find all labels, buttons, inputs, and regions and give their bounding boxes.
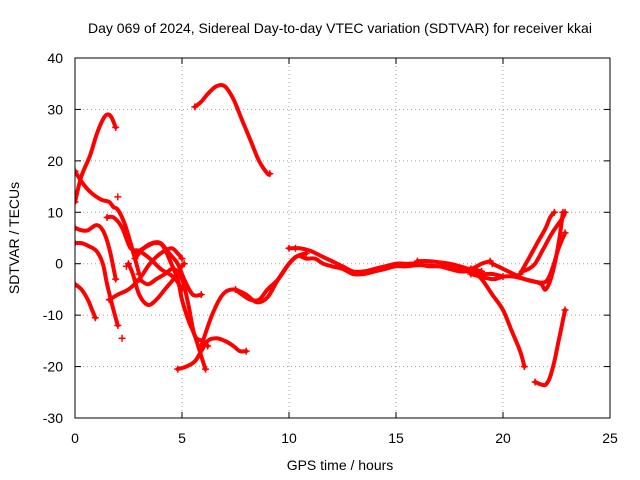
data-point bbox=[75, 198, 79, 206]
y-tick-label: 20 bbox=[47, 153, 63, 169]
data-point bbox=[550, 208, 558, 216]
series-arc13 bbox=[191, 82, 274, 178]
data-point bbox=[122, 262, 130, 270]
data-point bbox=[135, 275, 143, 283]
data-point bbox=[197, 291, 205, 299]
series-line bbox=[132, 240, 208, 372]
series-arc5 bbox=[75, 280, 99, 322]
isolated-points bbox=[114, 193, 299, 342]
data-point bbox=[114, 321, 122, 329]
data-point bbox=[518, 267, 526, 275]
series-line bbox=[520, 210, 568, 274]
grid-lines bbox=[75, 58, 610, 418]
data-point bbox=[191, 103, 199, 111]
chart-title: Day 069 of 2024, Sidereal Day-to-day VTE… bbox=[88, 20, 592, 36]
series-line bbox=[105, 214, 184, 292]
y-tick-label: 30 bbox=[47, 101, 63, 117]
data-point bbox=[413, 257, 421, 265]
y-tick-label: -10 bbox=[43, 307, 63, 323]
data-point bbox=[531, 378, 539, 386]
x-axis-label: GPS time / hours bbox=[287, 457, 394, 473]
series-line bbox=[287, 246, 505, 279]
series-arc1 bbox=[75, 112, 120, 206]
data-point bbox=[131, 249, 139, 257]
series-line bbox=[107, 246, 184, 302]
data-point bbox=[75, 280, 79, 288]
series-arc2 bbox=[75, 167, 143, 278]
data-point bbox=[174, 365, 182, 373]
data-point bbox=[112, 123, 120, 131]
data-point bbox=[91, 314, 99, 322]
data-point bbox=[75, 224, 79, 232]
series-arc22 bbox=[518, 208, 569, 275]
data-point bbox=[118, 334, 126, 342]
data-point bbox=[561, 306, 569, 314]
series-line bbox=[192, 82, 272, 177]
series-arc8 bbox=[105, 246, 186, 304]
series-line bbox=[75, 282, 98, 320]
series-line bbox=[415, 259, 493, 271]
y-tick-labels: -30 -20 -10 0 10 20 30 40 bbox=[43, 50, 63, 426]
data-point bbox=[561, 229, 569, 237]
series-line bbox=[75, 169, 142, 276]
series-arc20 bbox=[488, 229, 569, 285]
data-point bbox=[197, 342, 205, 350]
x-tick-label: 0 bbox=[71, 430, 79, 446]
series-arc12 bbox=[174, 336, 250, 373]
data-point bbox=[291, 244, 299, 252]
series-line bbox=[75, 240, 120, 328]
y-axis-label: SDTVAR / TECUs bbox=[6, 182, 22, 294]
data-point bbox=[520, 363, 528, 371]
series-arc21 bbox=[516, 208, 558, 278]
y-tick-label: -30 bbox=[43, 410, 63, 426]
data-series bbox=[75, 82, 569, 388]
y-tick-label: -20 bbox=[43, 359, 63, 375]
data-point bbox=[232, 285, 239, 293]
series-line bbox=[518, 210, 557, 276]
series-line bbox=[137, 266, 210, 348]
series-arc3 bbox=[75, 223, 120, 283]
data-point bbox=[488, 260, 496, 268]
x-tick-labels: 0 5 10 15 20 25 bbox=[71, 430, 618, 446]
data-point bbox=[75, 239, 79, 247]
data-point bbox=[103, 213, 111, 221]
x-tick-label: 20 bbox=[495, 430, 511, 446]
data-point bbox=[180, 260, 188, 268]
data-point bbox=[114, 193, 122, 201]
data-point bbox=[285, 244, 293, 252]
series-arc4 bbox=[75, 239, 122, 329]
x-tick-label: 5 bbox=[178, 430, 186, 446]
plot-frame bbox=[74, 57, 611, 419]
y-tick-label: 0 bbox=[55, 256, 63, 272]
x-tick-label: 10 bbox=[281, 430, 297, 446]
data-point bbox=[467, 270, 475, 278]
data-point bbox=[561, 208, 569, 216]
series-arc23 bbox=[531, 306, 569, 388]
x-tick-label: 25 bbox=[602, 430, 618, 446]
series-line bbox=[468, 266, 527, 369]
data-point bbox=[75, 167, 79, 175]
series-line bbox=[533, 308, 568, 388]
series-line bbox=[75, 112, 118, 204]
data-point bbox=[105, 296, 113, 304]
data-point bbox=[178, 255, 186, 263]
data-point bbox=[266, 170, 274, 178]
data-point bbox=[202, 365, 210, 373]
y-tick-label: 10 bbox=[47, 204, 63, 220]
series-arc18 bbox=[467, 265, 528, 371]
y-tick-label: 40 bbox=[47, 50, 63, 66]
x-tick-label: 15 bbox=[388, 430, 404, 446]
data-point bbox=[242, 347, 250, 355]
series-line bbox=[490, 230, 568, 285]
data-point bbox=[112, 275, 120, 283]
series-line bbox=[75, 223, 118, 282]
series-arc10 bbox=[131, 240, 210, 373]
series-line bbox=[175, 336, 249, 372]
axis-ticks bbox=[74, 57, 611, 419]
